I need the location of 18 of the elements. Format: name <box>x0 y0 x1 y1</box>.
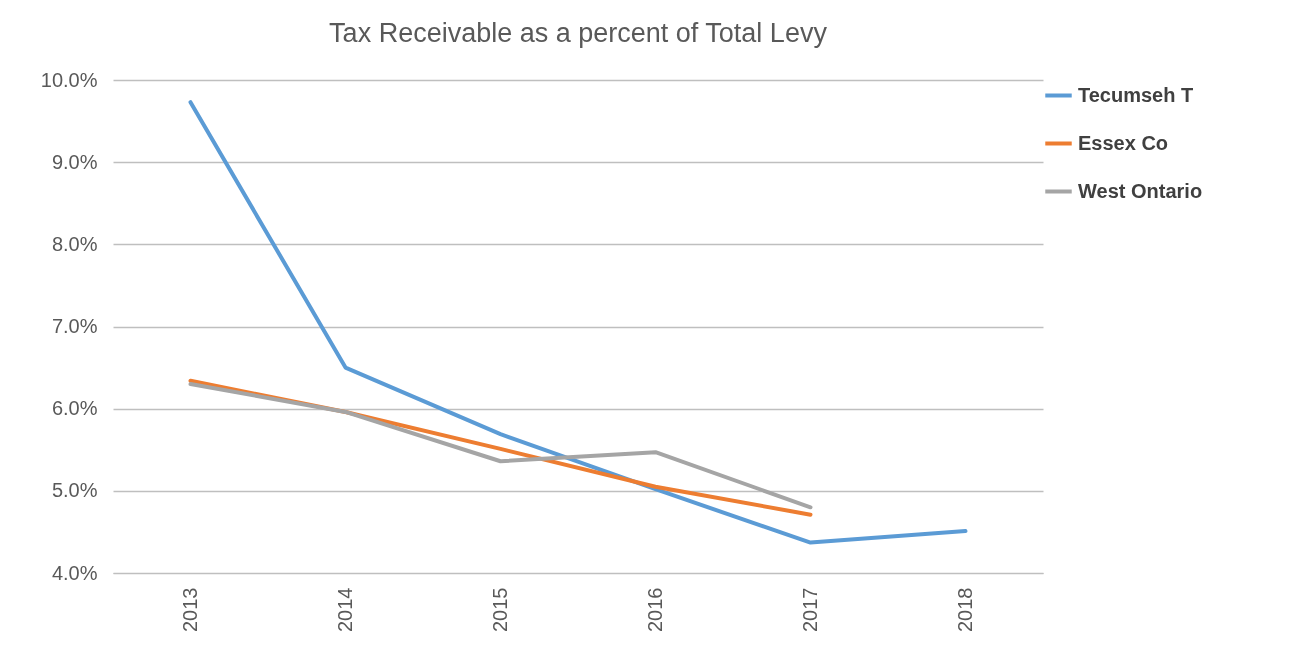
x-tick-label: 2013 <box>179 587 201 632</box>
x-tick-label: 2017 <box>799 587 821 632</box>
y-tick-label: 5.0% <box>51 479 98 502</box>
y-tick-label: 4.0% <box>51 561 98 584</box>
y-tick-label: 6.0% <box>51 397 98 420</box>
x-tick-label: 2016 <box>644 587 666 632</box>
y-tick-label: 7.0% <box>51 315 98 337</box>
y-tick-label: 9.0% <box>51 150 98 173</box>
line-series <box>188 100 968 545</box>
y-tick-label: 10.0% <box>40 68 98 91</box>
legend-label: Essex Co <box>1078 131 1169 154</box>
legend-label: West Ontario <box>1078 179 1203 202</box>
x-tick-label: 2018 <box>954 587 976 632</box>
legend-label: Tecumseh T <box>1078 83 1194 106</box>
chart-title: Tax Receivable as a percent of Total Levy <box>329 18 828 48</box>
x-tick-label: 2015 <box>489 587 511 632</box>
y-tick-label: 8.0% <box>51 232 98 255</box>
x-tick-label: 2014 <box>334 587 356 632</box>
